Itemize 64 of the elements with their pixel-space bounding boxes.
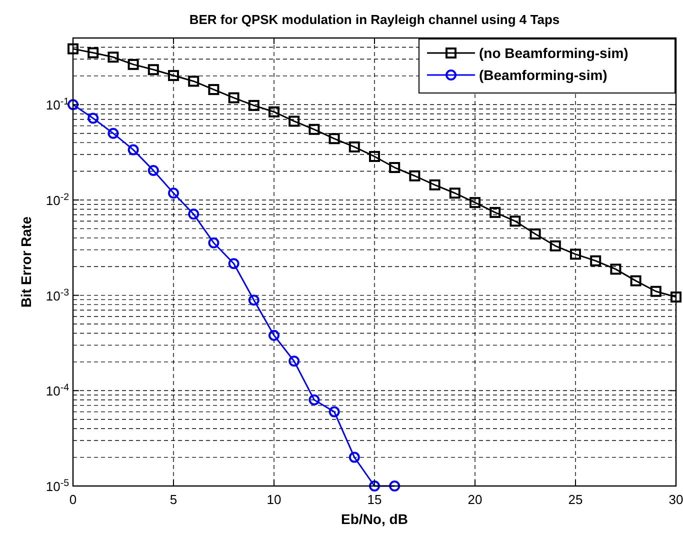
point <box>308 394 320 406</box>
point <box>590 255 602 266</box>
point <box>389 480 400 492</box>
y-tick-label: 10$^{-3}$ <box>46 286 69 304</box>
x-tick-label: 15 <box>367 492 382 507</box>
x-tick-label: 20 <box>468 492 482 507</box>
y-tick-label: 10$^{-4}$ <box>46 382 70 399</box>
x-tick-label: 10 <box>266 492 282 507</box>
point <box>128 144 139 156</box>
x-axis-title: Eb/No, dB <box>341 511 408 527</box>
point <box>570 248 581 260</box>
point <box>68 99 78 110</box>
point <box>288 116 300 127</box>
point <box>449 188 460 199</box>
point <box>268 330 280 341</box>
point <box>328 133 340 144</box>
point <box>208 84 220 96</box>
point <box>288 356 300 367</box>
point <box>188 208 200 220</box>
point <box>128 58 139 70</box>
x-tick-label: 30 <box>668 492 683 507</box>
point <box>610 264 622 275</box>
point <box>248 100 260 111</box>
point <box>68 43 78 54</box>
point <box>630 275 642 286</box>
point <box>470 197 480 208</box>
point <box>88 112 99 124</box>
point <box>168 188 179 199</box>
point <box>389 162 400 174</box>
x-tick-label: 0 <box>69 492 77 507</box>
point <box>208 237 220 248</box>
point <box>188 76 200 87</box>
y-tick-label: 10$^{-1}$ <box>46 96 69 113</box>
point <box>369 150 380 162</box>
point <box>348 452 360 463</box>
chart-title: BER for QPSK modulation in Rayleigh channel using 4 Taps <box>189 12 560 27</box>
legend-label: (Beamforming-sim) <box>479 67 608 83</box>
point <box>348 141 360 152</box>
point <box>228 92 240 104</box>
point <box>248 294 260 306</box>
y-tick-label: 10$^{-5}$ <box>46 478 70 494</box>
point <box>510 216 521 227</box>
point <box>409 170 420 182</box>
point <box>88 47 99 58</box>
point <box>429 179 440 190</box>
y-axis-title: Bit Error Rate <box>18 216 34 308</box>
point <box>268 106 280 118</box>
point <box>168 70 179 82</box>
point <box>308 124 320 135</box>
y-tick-label: 10$^{-2}$ <box>46 191 69 208</box>
point <box>148 64 159 76</box>
point <box>490 206 501 218</box>
point <box>530 228 541 240</box>
point <box>148 164 159 176</box>
point <box>650 286 662 297</box>
point <box>328 406 340 418</box>
x-tick-label: 25 <box>568 492 583 507</box>
point <box>550 240 561 252</box>
legend-label: (no Beamforming-sim) <box>479 45 628 61</box>
x-tick-label: 5 <box>170 492 178 507</box>
point <box>228 258 240 270</box>
point <box>108 128 119 139</box>
point <box>369 480 380 492</box>
point <box>108 52 119 63</box>
